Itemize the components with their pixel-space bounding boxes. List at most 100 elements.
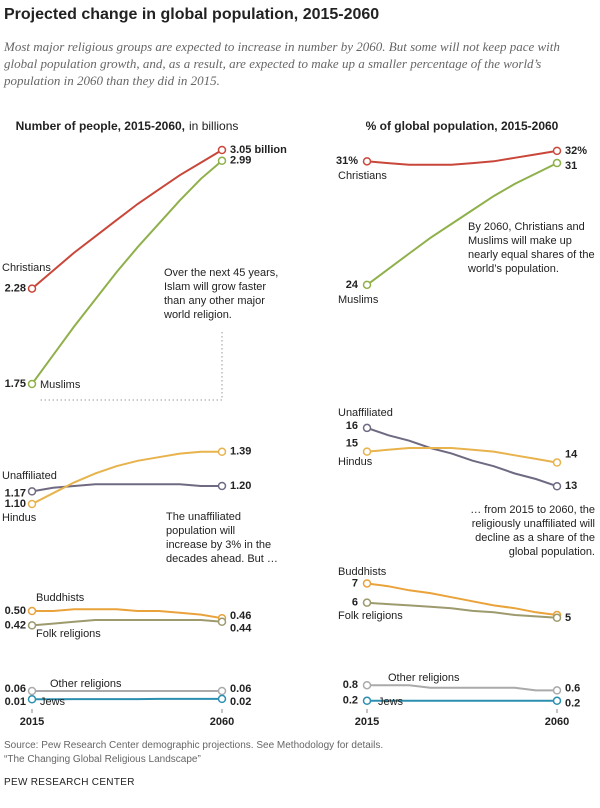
end-marker xyxy=(552,158,562,168)
value-label: 0.06 xyxy=(5,683,26,695)
series-name: Other religions xyxy=(388,672,460,684)
value-label: 0.02 xyxy=(230,696,251,708)
series-line xyxy=(366,582,558,616)
end-marker xyxy=(552,613,562,623)
value-label: 32% xyxy=(565,145,587,157)
value-label: 0.46 xyxy=(230,610,251,622)
end-marker xyxy=(362,447,372,456)
value-label: 0.44 xyxy=(230,623,252,635)
end-marker xyxy=(552,458,562,467)
end-marker xyxy=(27,621,37,630)
value-label: 0.50 xyxy=(5,605,26,617)
end-marker xyxy=(217,156,227,166)
leader-line xyxy=(40,332,223,401)
series-line xyxy=(366,447,558,464)
end-marker xyxy=(27,695,37,704)
series-line xyxy=(31,619,223,627)
end-marker xyxy=(362,423,372,433)
series-name: Unaffiliated xyxy=(2,470,57,482)
panel-title: % of global population, 2015-2060 xyxy=(366,119,559,133)
series-name: Muslims xyxy=(338,294,379,306)
x-tick-label: 2015 xyxy=(20,716,44,728)
end-marker xyxy=(27,487,37,496)
value-label: 6 xyxy=(352,597,358,609)
series-line xyxy=(366,426,558,488)
annotation: Over the next 45 years, Islam will grow … xyxy=(164,267,279,321)
value-label: 0.01 xyxy=(5,696,26,708)
end-marker xyxy=(27,499,37,509)
end-marker xyxy=(27,379,37,389)
end-marker xyxy=(552,686,562,695)
series-name: Buddhists xyxy=(36,592,85,604)
series-line xyxy=(32,608,223,620)
x-tick-label: 2015 xyxy=(355,716,379,728)
end-marker xyxy=(27,284,37,293)
note: “The Changing Global Religious Landscape… xyxy=(4,754,201,765)
value-label: 1.75 xyxy=(5,378,26,390)
value-label: 0.2 xyxy=(565,698,580,710)
end-marker xyxy=(552,146,562,156)
end-marker xyxy=(217,481,227,491)
title: Projected change in global population, 2… xyxy=(4,6,380,23)
end-marker xyxy=(362,696,372,706)
end-marker xyxy=(552,481,562,491)
value-label: 2.28 xyxy=(5,283,26,295)
panel-title-text: Number of people, 2015-2060, xyxy=(16,119,185,133)
panel-title-text: % of global population, 2015-2060 xyxy=(366,119,559,133)
value-label: 16 xyxy=(346,420,358,432)
series-line xyxy=(31,160,223,385)
series-name: Folk religions xyxy=(36,628,101,640)
value-label: 0.06 xyxy=(230,683,251,695)
end-marker xyxy=(362,157,372,166)
series-name: Muslims xyxy=(40,379,81,391)
value-label: 0.6 xyxy=(565,682,580,694)
value-label: 14 xyxy=(565,448,578,460)
end-marker xyxy=(217,686,227,696)
x-tick-label: 2060 xyxy=(210,716,234,728)
annotation: The unaffiliated population will increas… xyxy=(166,511,278,565)
series-line xyxy=(31,450,222,505)
end-marker xyxy=(217,447,227,457)
value-label: 0.8 xyxy=(343,679,358,691)
series-line xyxy=(366,162,558,286)
panel-title: Number of people, 2015-2060, in billions xyxy=(16,119,239,133)
value-label: 13 xyxy=(565,480,577,492)
series-line xyxy=(367,684,557,692)
series-name: Buddhists xyxy=(338,566,387,578)
series-name: Folk religions xyxy=(338,610,403,622)
value-label: 24 xyxy=(346,279,359,291)
end-marker xyxy=(217,694,227,704)
value-label: 31 xyxy=(565,160,577,172)
value-label: 2.99 xyxy=(230,155,251,167)
end-marker xyxy=(27,606,37,616)
series-name: Hindus xyxy=(338,456,373,468)
series-line xyxy=(366,149,558,166)
series-name: Hindus xyxy=(2,512,37,524)
end-marker xyxy=(362,598,372,607)
end-marker xyxy=(217,145,227,155)
value-label: 15 xyxy=(346,438,358,450)
annotation: … from 2015 to 2060, the religiously una… xyxy=(470,504,595,558)
end-marker xyxy=(552,696,562,706)
series-line xyxy=(366,601,558,619)
end-marker xyxy=(362,280,372,290)
end-marker xyxy=(362,579,372,588)
value-label: 31% xyxy=(336,155,358,167)
end-marker xyxy=(362,680,372,690)
series-name: Jews xyxy=(40,696,66,708)
series-name: Christians xyxy=(2,262,51,274)
value-label: 7 xyxy=(352,577,358,589)
value-label: 0.2 xyxy=(343,695,358,707)
value-label: 1.20 xyxy=(230,480,251,492)
value-label: 3.05 billion xyxy=(230,144,287,156)
panel-title-suffix: in billions xyxy=(189,119,238,133)
x-tick-label: 2060 xyxy=(545,716,569,728)
value-label: 1.17 xyxy=(5,487,26,499)
end-marker xyxy=(27,686,37,696)
series-line xyxy=(31,149,223,290)
value-label: 1.39 xyxy=(230,446,251,458)
series-name: Other religions xyxy=(50,678,122,690)
series-name: Jews xyxy=(378,696,404,708)
